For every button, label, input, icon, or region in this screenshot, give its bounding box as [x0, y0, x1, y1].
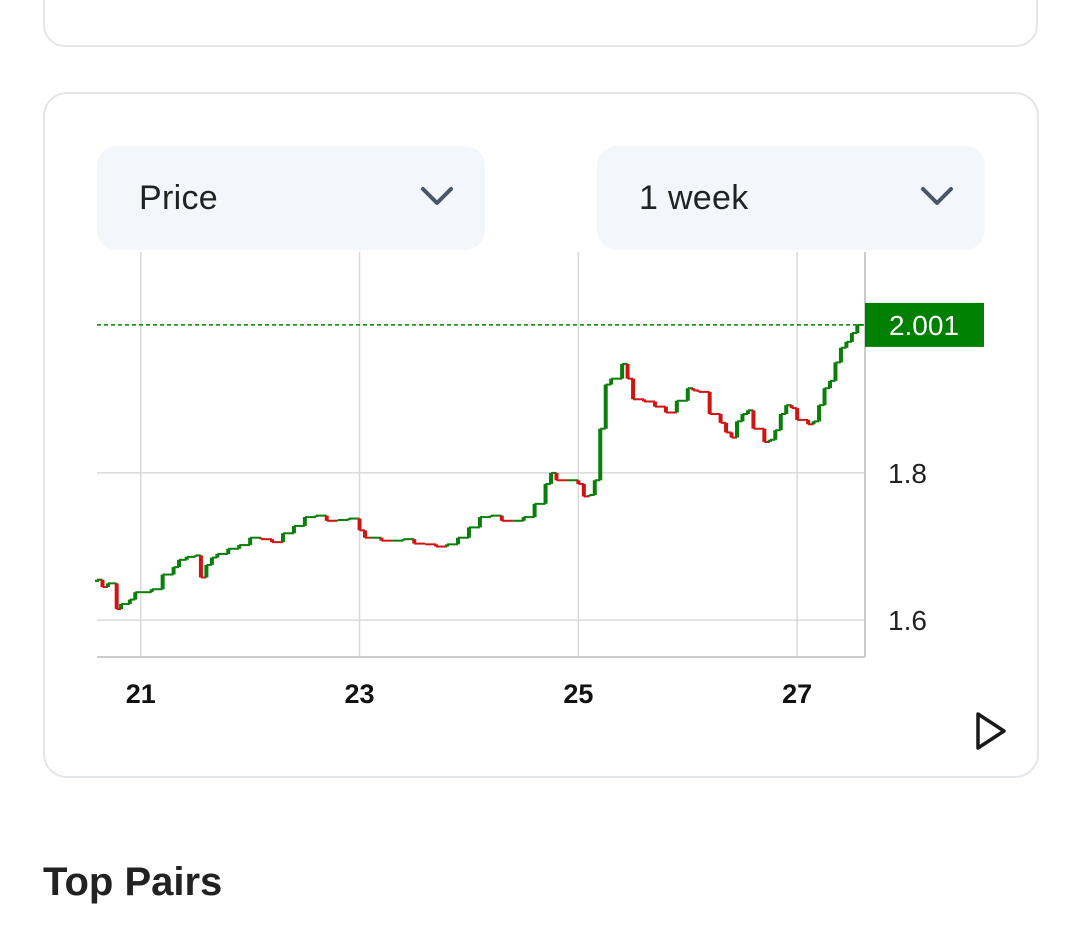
previous-card — [43, 0, 1038, 47]
play-icon[interactable] — [970, 710, 1010, 752]
current-price-badge — [865, 302, 984, 347]
chart-grid — [97, 252, 865, 657]
x-tick-label: 25 — [563, 679, 593, 709]
current-price-label: 2.001 — [889, 310, 959, 341]
y-tick-label: 1.8 — [888, 458, 927, 489]
y-tick-label: 1.6 — [888, 605, 927, 636]
x-tick-label: 27 — [782, 679, 812, 709]
x-tick-label: 21 — [126, 679, 156, 709]
chart-axes: 21 23 25 27 1.6 1.8 — [97, 252, 927, 709]
time-range-select-value: 1 week — [639, 178, 749, 217]
chevron-down-icon — [421, 187, 453, 205]
time-range-select[interactable]: 1 week — [597, 146, 985, 250]
price-series — [95, 323, 863, 611]
metric-select[interactable]: Price — [97, 146, 485, 250]
metric-select-value: Price — [139, 178, 218, 217]
section-title-top-pairs: Top Pairs — [43, 860, 223, 904]
x-tick-label: 23 — [345, 679, 375, 709]
chevron-down-icon — [921, 187, 953, 205]
current-price-marker: 2.001 — [97, 302, 984, 347]
